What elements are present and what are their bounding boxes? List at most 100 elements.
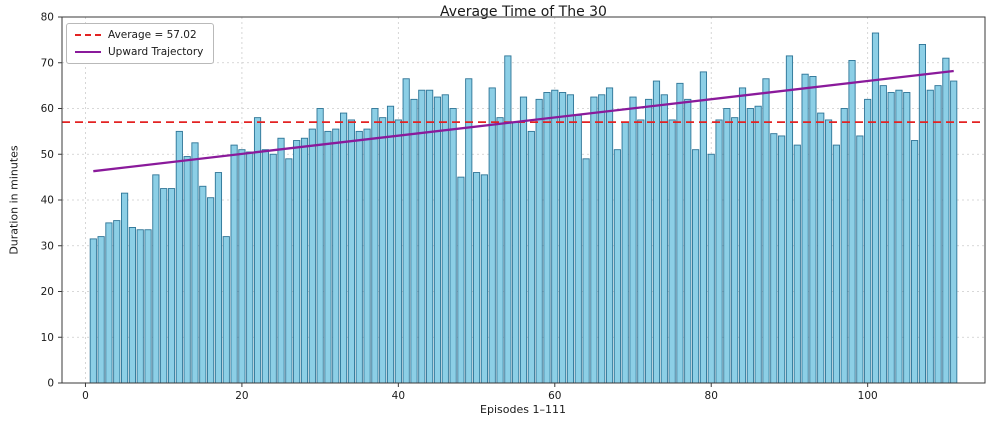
episode-bar [105, 222, 113, 384]
y-tick-label: 30 [41, 240, 54, 252]
legend-item-average: Average = 57.02 [75, 29, 203, 41]
episode-bar [605, 87, 614, 384]
episode-bar [472, 172, 481, 384]
episode-bar [660, 94, 668, 384]
episode-bar [684, 98, 692, 384]
legend: Average = 57.02 Upward Trajectory [66, 23, 215, 64]
episode-bar [903, 92, 911, 384]
episode-bar [762, 78, 770, 384]
episode-bar [692, 149, 700, 384]
episode-bar [441, 94, 449, 384]
episode-bar [183, 156, 191, 384]
episode-bar [379, 117, 387, 384]
episode-bar [934, 85, 942, 384]
episode-bar [120, 192, 129, 384]
average-line-swatch-icon [75, 34, 101, 36]
episode-bar [371, 108, 379, 384]
episode-bar [699, 71, 707, 384]
episode-bar [668, 119, 676, 384]
y-tick-label: 10 [41, 332, 54, 344]
episode-bar [89, 238, 97, 384]
x-tick-label: 80 [705, 390, 718, 402]
episode-bar [707, 153, 715, 384]
episode-bar [887, 92, 895, 384]
episode-bar [332, 128, 340, 384]
episode-bar [269, 153, 277, 384]
episode-bar [316, 108, 324, 384]
x-tick-label: 0 [82, 390, 89, 402]
episode-bar [465, 78, 473, 384]
episode-bar [879, 85, 887, 384]
episode-bar [488, 87, 496, 384]
x-axis-label: Episodes 1–111 [480, 403, 566, 416]
episode-bar [950, 80, 958, 384]
episode-bar [942, 57, 950, 384]
episode-bar [731, 117, 739, 384]
episode-bar [613, 149, 621, 384]
episode-bar [457, 176, 465, 384]
x-tick-label: 100 [858, 390, 878, 402]
episode-bar [527, 130, 535, 384]
y-tick-label: 60 [41, 103, 54, 115]
episode-bar [199, 185, 207, 384]
trend-line-swatch-icon [75, 51, 101, 53]
episode-bar [496, 117, 504, 384]
episode-bar [676, 82, 684, 384]
episode-bar [840, 108, 848, 384]
episode-bar [160, 188, 168, 384]
episode-bar [222, 236, 230, 384]
episode-bar [566, 94, 575, 384]
episode-bar [785, 55, 794, 384]
episode-bar [824, 119, 833, 384]
episode-bar [363, 128, 371, 384]
episode-bar [402, 78, 410, 384]
episode-bar [856, 135, 864, 384]
x-tick-label: 60 [548, 390, 561, 402]
episode-bar [770, 133, 778, 384]
episode-bar [144, 229, 152, 384]
episode-bar [637, 119, 645, 384]
episode-bar [645, 98, 653, 384]
episode-bar [167, 188, 176, 384]
episode-bar [191, 142, 199, 384]
episode-bar [300, 137, 309, 384]
episode-bar [97, 236, 105, 384]
episode-bar [652, 80, 661, 384]
episode-bar [136, 229, 144, 384]
episode-bar [324, 130, 332, 384]
episode-bar [895, 89, 903, 384]
episode-bar [535, 98, 543, 384]
episode-bar [207, 197, 215, 384]
episode-bar [848, 60, 856, 384]
episode-bar [128, 226, 136, 384]
y-tick-label: 50 [41, 149, 54, 161]
episode-bar [543, 92, 551, 384]
episode-bar [778, 135, 786, 384]
episode-bar [926, 89, 934, 384]
episode-bar [214, 172, 223, 384]
chart-title: Average Time of The 30 [440, 4, 607, 20]
legend-item-trend: Upward Trajectory [75, 46, 203, 58]
x-tick-label: 20 [235, 390, 248, 402]
legend-average-label: Average = 57.02 [108, 29, 197, 41]
episode-bar [801, 73, 809, 384]
episode-bar [598, 94, 606, 384]
episode-bar [175, 130, 183, 384]
episode-bar [817, 112, 825, 384]
episode-bar [253, 117, 262, 384]
episode-bar [738, 87, 747, 384]
episode-bar [394, 119, 402, 384]
episode-bar [582, 158, 590, 384]
episode-bar [277, 137, 285, 384]
episode-bar [340, 112, 348, 384]
episode-bar [449, 108, 457, 384]
episode-bar [285, 158, 293, 384]
episode-bar [715, 119, 723, 384]
episode-bar [871, 32, 880, 384]
episode-bar [590, 96, 598, 384]
episode-bar [918, 44, 926, 384]
episode-bar [574, 114, 582, 384]
trend-line [93, 69, 954, 173]
episode-bar [308, 128, 316, 384]
